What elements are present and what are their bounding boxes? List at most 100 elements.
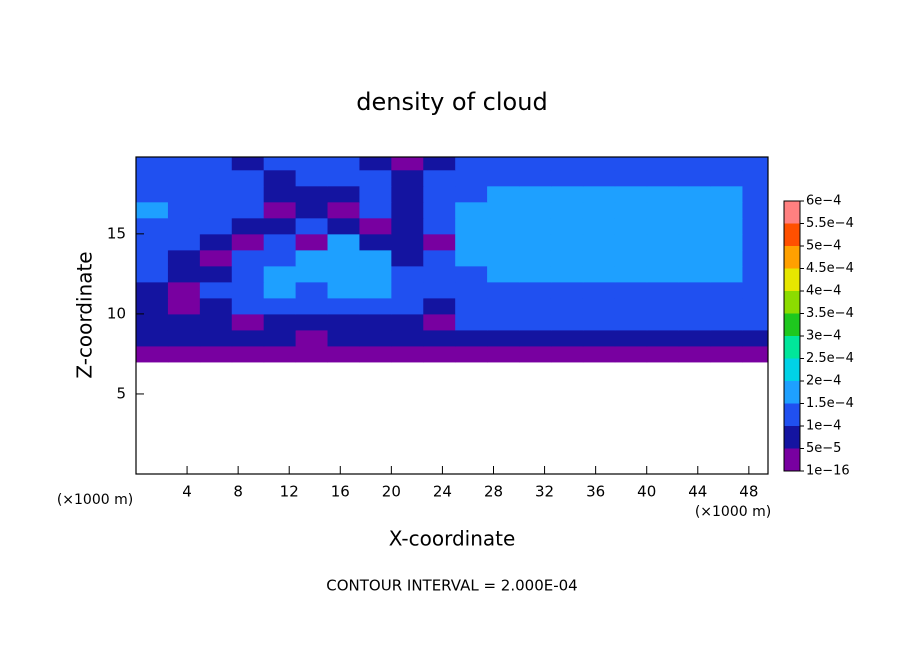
- contour-cell: [167, 281, 201, 299]
- contour-cell: [582, 201, 616, 219]
- contour-cell: [678, 329, 712, 347]
- contour-cell: [167, 217, 201, 235]
- colorbar-label: 3e−4: [806, 329, 841, 344]
- contour-cell: [167, 249, 201, 267]
- x-tick-label: 4: [182, 483, 192, 501]
- contour-cell: [231, 297, 265, 315]
- contour-cell: [327, 201, 360, 219]
- x-tick-label: 8: [233, 483, 243, 501]
- contour-cell: [423, 217, 456, 235]
- contour-cell: [550, 201, 584, 219]
- x-tick-label: 36: [586, 483, 605, 501]
- contour-cell: [199, 329, 233, 347]
- contour-cell: [614, 217, 648, 235]
- contour-cell: [136, 201, 169, 219]
- contour-cell: [167, 329, 201, 347]
- contour-cell: [742, 233, 768, 251]
- contour-cell: [231, 281, 265, 299]
- contour-cell: [487, 217, 520, 235]
- contour-cell: [455, 313, 488, 331]
- contour-cell: [391, 329, 424, 347]
- contour-cell: [614, 201, 648, 219]
- contour-cell: [231, 313, 265, 331]
- contour-cell: [678, 233, 712, 251]
- contour-cell: [359, 233, 392, 251]
- contour-cell: [646, 233, 680, 251]
- contour-cell: [391, 345, 424, 363]
- contour-cell: [167, 265, 201, 283]
- contour-cell: [327, 233, 360, 251]
- y-tick-label: 10: [107, 304, 126, 322]
- plot-frame: [135, 156, 769, 475]
- contour-cell: [423, 329, 456, 347]
- contour-cell: [742, 313, 768, 331]
- x-tick-label: 48: [739, 483, 758, 501]
- contour-cell: [550, 157, 584, 171]
- contour-cell: [231, 345, 265, 363]
- x-tick-label: 28: [484, 483, 503, 501]
- contour-cell: [423, 233, 456, 251]
- contour-cell: [295, 297, 329, 315]
- contour-cell: [487, 297, 520, 315]
- contour-cell: [678, 157, 712, 171]
- contour-cell: [231, 249, 265, 267]
- contour-cell: [231, 233, 265, 251]
- contour-cell: [710, 313, 743, 331]
- contour-cell: [614, 169, 648, 187]
- y-tick-label: 5: [116, 384, 126, 402]
- contour-cell: [136, 281, 169, 299]
- contour-cell: [263, 281, 297, 299]
- contour-cell: [263, 297, 297, 315]
- contour-cell: [136, 329, 169, 347]
- contour-cell: [519, 157, 552, 171]
- contour-cell: [710, 157, 743, 171]
- contour-cell: [391, 233, 424, 251]
- contour-cell: [199, 157, 233, 171]
- contour-cell: [263, 313, 297, 331]
- x-axis-label: X-coordinate: [389, 527, 516, 551]
- colorbar-label: 1.5e−4: [806, 396, 854, 411]
- contour-cell: [295, 169, 329, 187]
- contour-cell: [359, 281, 392, 299]
- contour-cell: [582, 185, 616, 203]
- contour-cell: [391, 185, 424, 203]
- contour-cell: [455, 201, 488, 219]
- contour-cell: [295, 345, 329, 363]
- contour-cell: [455, 281, 488, 299]
- contour-cell: [199, 313, 233, 331]
- colorbar-label: 5e−5: [806, 441, 841, 456]
- contour-cell: [455, 233, 488, 251]
- contour-cell: [263, 249, 297, 267]
- contour-cell: [678, 281, 712, 299]
- contour-cell: [487, 169, 520, 187]
- contour-cell: [742, 201, 768, 219]
- x-tick-label: 24: [433, 483, 452, 501]
- contour-cell: [582, 313, 616, 331]
- contour-cell: [614, 185, 648, 203]
- contour-cell: [646, 313, 680, 331]
- contour-cell: [550, 185, 584, 203]
- contour-cell: [231, 185, 265, 203]
- contour-cell: [295, 233, 329, 251]
- contour-cell: [423, 297, 456, 315]
- colorbar-label: 6e−4: [806, 194, 841, 209]
- contour-cell: [742, 329, 768, 347]
- contour-cell: [582, 157, 616, 171]
- contour-cell: [582, 297, 616, 315]
- contour-cell: [231, 169, 265, 187]
- x-unit: (×1000 m): [695, 504, 771, 520]
- colorbar-band: [784, 403, 800, 426]
- contour-cell: [136, 265, 169, 283]
- contour-cell: [550, 249, 584, 267]
- contour-cell: [263, 329, 297, 347]
- contour-cell: [742, 281, 768, 299]
- colorbar-label: 4.5e−4: [806, 261, 854, 276]
- colorbar-label: 2.5e−4: [806, 351, 854, 366]
- contour-cell: [742, 265, 768, 283]
- contour-cell: [710, 233, 743, 251]
- contour-cell: [199, 281, 233, 299]
- contour-cell: [295, 265, 329, 283]
- colorbar-band: [784, 291, 800, 314]
- contour-cell: [614, 313, 648, 331]
